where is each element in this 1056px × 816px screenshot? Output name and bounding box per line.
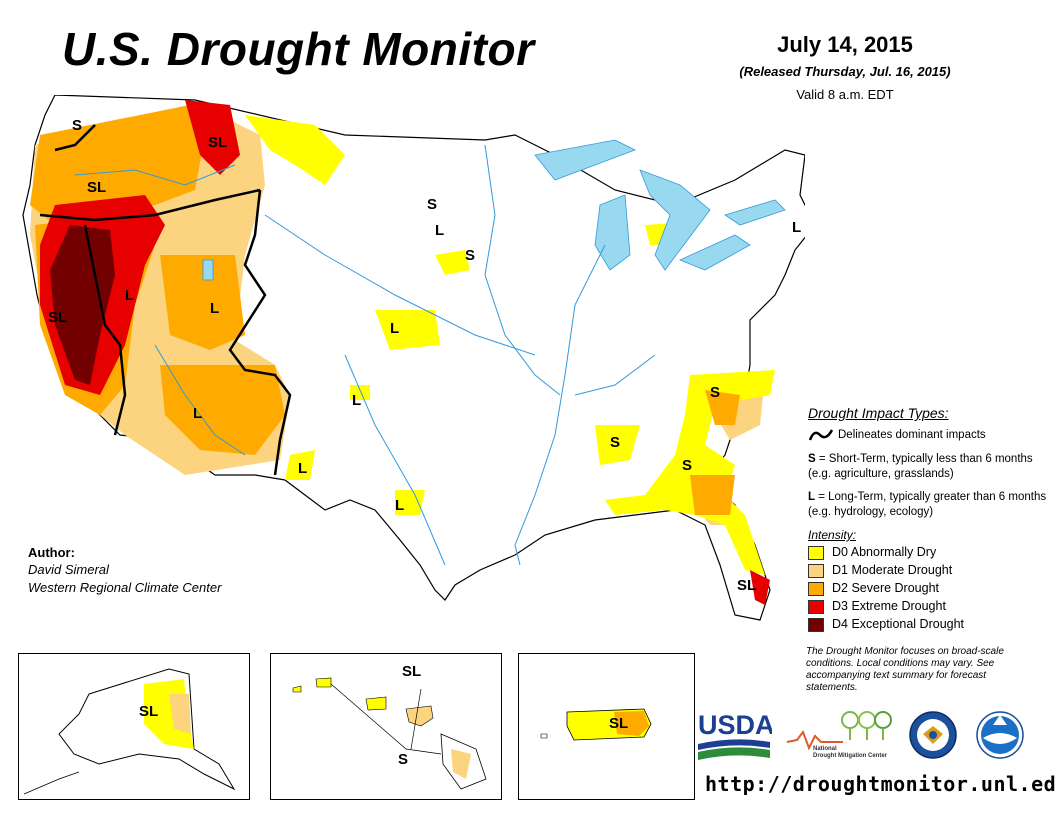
- legend-d1: D1 Moderate Drought: [832, 563, 953, 577]
- label-hi-top: SL: [402, 663, 421, 680]
- long-term-letter: L: [808, 491, 816, 503]
- label-pr: SL: [609, 715, 628, 732]
- drought-d4-areas: [50, 225, 115, 385]
- hawaii-inset[interactable]: SL S: [270, 653, 502, 800]
- short-term-key: S = Short-Term, typically less than 6 mo…: [808, 452, 1048, 482]
- long-term-key: L = Long-Term, typically greater than 6 …: [808, 490, 1048, 520]
- rivers: [74, 144, 656, 566]
- ndmc-line1: National: [813, 746, 837, 752]
- impact-legend-title: Drought Impact Types:: [808, 405, 949, 421]
- swatch-d0: [808, 546, 824, 560]
- release-date: (Released Thursday, Jul. 16, 2015): [739, 64, 951, 79]
- label-tx-c: L: [395, 497, 404, 514]
- puerto-rico-map: SL: [540, 708, 652, 741]
- ndmc-line2: Drought Mitigation Center: [813, 753, 888, 759]
- author-name: David Simeral: [28, 562, 109, 577]
- label-hi-bottom: S: [398, 751, 408, 768]
- label-nv: L: [125, 287, 134, 304]
- legend-d4: D4 Exceptional Drought: [832, 617, 965, 631]
- usda-logo[interactable]: USDA: [698, 706, 772, 762]
- label-ak: SL: [139, 703, 158, 720]
- conus-drought-map[interactable]: S SL SL SL L L L L L L L S L S S S S SL …: [15, 95, 805, 635]
- impact-line-icon: [808, 429, 834, 441]
- label-nm: L: [352, 392, 361, 409]
- hawaii-map: SL S: [292, 663, 487, 790]
- label-ga: S: [682, 457, 692, 474]
- commerce-seal-icon[interactable]: [908, 710, 958, 760]
- legend-d0: D0 Abnormally Dry: [832, 545, 937, 559]
- ndmc-logo[interactable]: National Drought Mitigation Center: [785, 710, 895, 760]
- usda-logo-text: USDA: [698, 710, 772, 740]
- great-lakes: [202, 139, 786, 281]
- label-ks: L: [390, 320, 399, 337]
- label-mn: S: [465, 247, 475, 264]
- long-term-text: = Long-Term, typically greater than 6 mo…: [808, 491, 1047, 518]
- map-title: U.S. Drought Monitor: [62, 23, 535, 75]
- alaska-inset[interactable]: SL: [18, 653, 250, 800]
- swatch-d1: [808, 564, 824, 578]
- label-ut: L: [210, 300, 219, 317]
- swatch-d2: [808, 582, 824, 596]
- label-nid: SL: [208, 134, 227, 151]
- map-date: July 14, 2015: [777, 32, 913, 57]
- legend-d3: D3 Extreme Drought: [832, 599, 946, 613]
- label-wa: S: [72, 117, 82, 134]
- valid-time: Valid 8 a.m. EDT: [796, 87, 894, 102]
- impact-boundaries: [39, 124, 292, 476]
- label-ca: SL: [48, 309, 67, 326]
- short-term-letter: S: [808, 453, 816, 465]
- label-tx-w: L: [298, 460, 307, 477]
- noaa-logo-icon[interactable]: [975, 710, 1025, 760]
- impact-line-text: Delineates dominant impacts: [838, 429, 986, 441]
- label-al: S: [610, 434, 620, 451]
- label-ny: L: [792, 219, 801, 236]
- swatch-d4: [808, 618, 824, 632]
- label-or: SL: [87, 179, 106, 196]
- author-org: Western Regional Climate Center: [28, 580, 222, 595]
- label-nd: S: [427, 196, 437, 213]
- alaska-map: SL: [23, 668, 236, 795]
- legend-d2: D2 Severe Drought: [832, 581, 940, 595]
- disclaimer-note: The Drought Monitor focuses on broad-sca…: [806, 646, 1004, 693]
- label-va: S: [710, 384, 720, 401]
- impact-labels: S SL SL SL L L L L L L L S L S S S S SL …: [48, 117, 801, 594]
- short-term-text: = Short-Term, typically less than 6 mont…: [808, 453, 1033, 480]
- swatch-d3: [808, 600, 824, 614]
- author-label: Author:: [28, 545, 75, 560]
- website-link[interactable]: http://droughtmonitor.unl.edu/: [705, 772, 1056, 796]
- intensity-legend-title: Intensity:: [808, 528, 857, 542]
- label-fl: SL: [737, 577, 756, 594]
- label-az: L: [193, 405, 202, 422]
- label-sd: L: [435, 222, 444, 239]
- puerto-rico-inset[interactable]: SL: [518, 653, 695, 800]
